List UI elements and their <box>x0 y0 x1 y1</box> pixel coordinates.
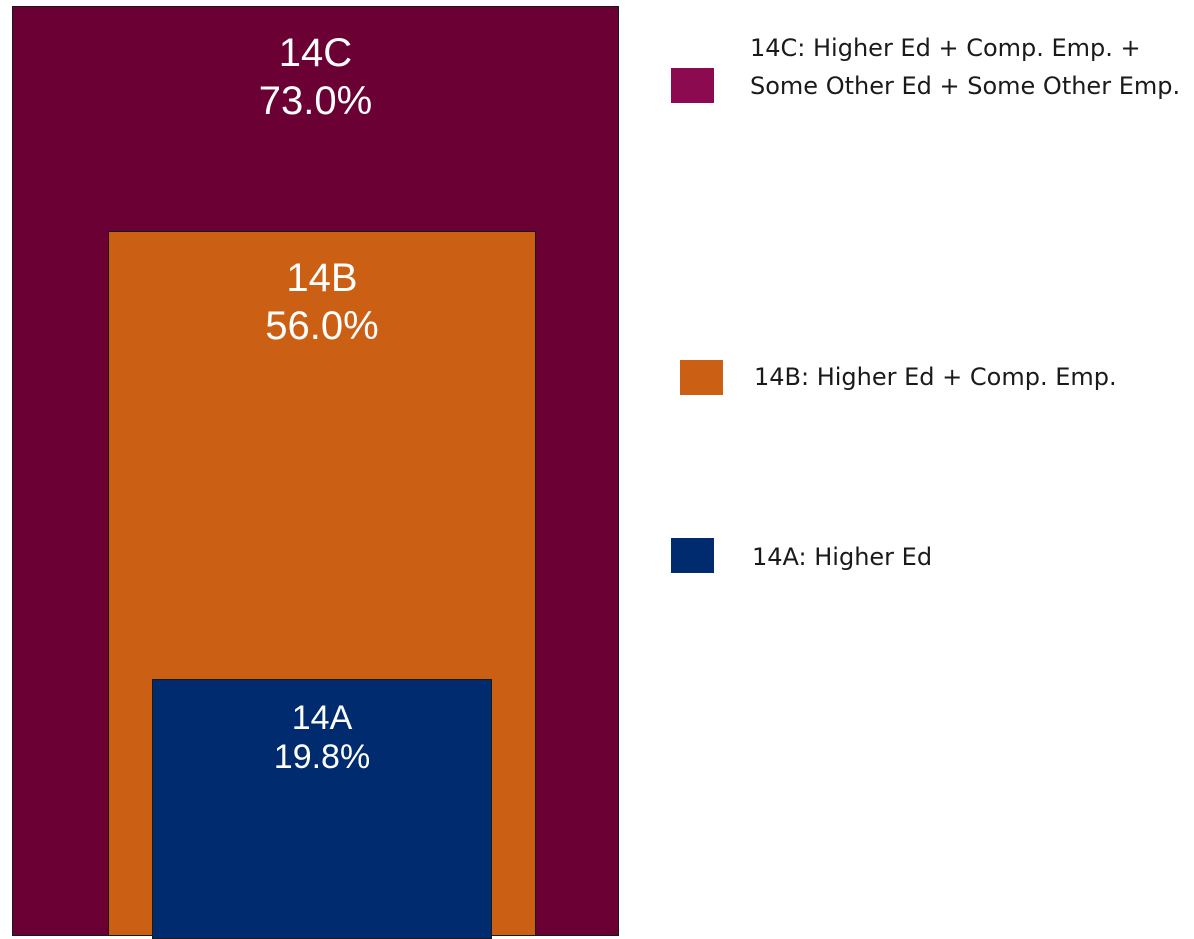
box-14a-label: 14A 19.8% <box>153 699 491 777</box>
box-14b-value: 56.0% <box>265 304 379 348</box>
box-14c-code: 14C <box>278 31 353 75</box>
legend-swatch-14a <box>671 538 714 573</box>
box-14c-label: 14C 73.0% <box>13 29 618 125</box>
box-14b-code: 14B <box>286 256 358 300</box>
legend-item-14b: 14B: Higher Ed + Comp. Emp. <box>680 358 1194 396</box>
nested-box-chart: 14C 73.0% 14B 56.0% 14A 19.8% <box>12 6 619 939</box>
box-14c-value: 73.0% <box>258 79 373 123</box>
box-14a-code: 14A <box>291 699 353 737</box>
legend-label-14c: 14C: Higher Ed + Comp. Emp. + Some Other… <box>750 34 1181 100</box>
box-14a: 14A 19.8% <box>152 679 492 939</box>
legend-swatch-14b <box>680 360 723 395</box>
legend-item-14a: 14A: Higher Ed <box>671 538 1192 576</box>
legend-label-14a: 14A: Higher Ed <box>752 543 933 571</box>
legend-item-14c: 14C: Higher Ed + Comp. Emp. + Some Other… <box>671 29 1190 105</box>
legend-label-14b: 14B: Higher Ed + Comp. Emp. <box>754 363 1117 391</box>
box-14a-value: 19.8% <box>273 738 371 777</box>
box-14b-label: 14B 56.0% <box>109 254 535 350</box>
legend-swatch-14c <box>671 68 714 103</box>
